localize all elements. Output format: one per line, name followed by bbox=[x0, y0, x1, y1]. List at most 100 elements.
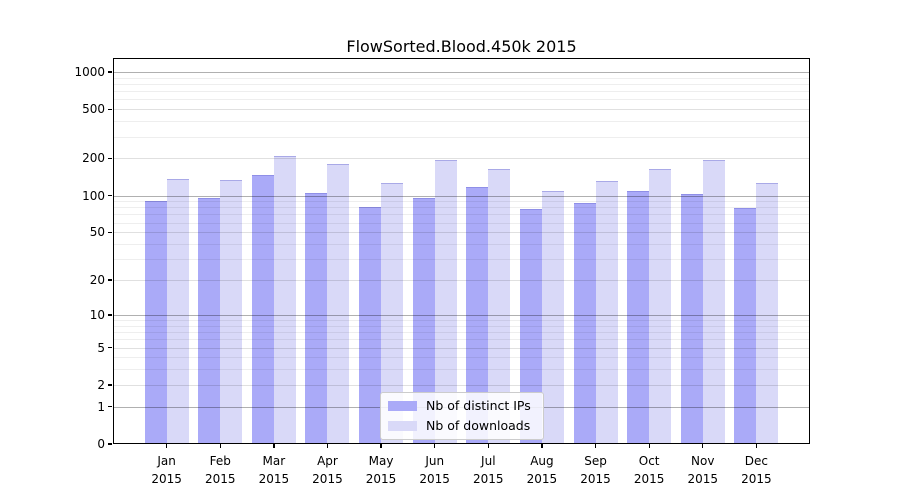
bar-distinct-ips bbox=[412, 197, 435, 444]
x-tick-label: Dec 2015 bbox=[741, 454, 772, 486]
gridline-minor bbox=[113, 332, 810, 334]
bar-downloads bbox=[541, 191, 564, 444]
x-axis-tick bbox=[166, 444, 168, 448]
y-tick-label: 100 bbox=[82, 188, 105, 203]
legend-item-distinct-ips: Nb of distinct IPs bbox=[388, 399, 531, 413]
gridline-minor bbox=[113, 357, 810, 359]
x-tick-label: May 2015 bbox=[365, 454, 397, 486]
y-axis-tick bbox=[108, 314, 112, 316]
y-axis-tick bbox=[108, 157, 112, 160]
bar-downloads bbox=[434, 159, 457, 444]
gridline-mid bbox=[113, 280, 810, 282]
y-axis-tick bbox=[108, 231, 112, 233]
y-tick-label: 1 bbox=[97, 399, 105, 414]
x-tick-label: Jun 2015 bbox=[419, 454, 450, 486]
bar-distinct-ips bbox=[305, 192, 328, 444]
x-axis-tick bbox=[648, 444, 650, 448]
y-axis-tick bbox=[108, 406, 112, 408]
y-tick-label: 20 bbox=[89, 273, 105, 288]
gridline-mid bbox=[113, 232, 810, 234]
y-axis-tick bbox=[108, 194, 112, 197]
legend-label-downloads: Nb of downloads bbox=[426, 418, 531, 433]
y-axis-tick bbox=[108, 443, 112, 445]
bar-downloads bbox=[488, 169, 511, 444]
x-tick-label: Oct 2015 bbox=[633, 454, 665, 486]
bar-distinct-ips bbox=[519, 208, 542, 444]
bar-downloads bbox=[273, 155, 296, 444]
x-tick-label: Nov 2015 bbox=[687, 454, 719, 486]
x-axis-tick bbox=[541, 444, 543, 448]
y-tick-label: 2 bbox=[97, 377, 105, 392]
x-axis-tick bbox=[487, 444, 489, 448]
legend-swatch-distinct-ips bbox=[388, 401, 417, 411]
bar-distinct-ips bbox=[466, 186, 489, 444]
x-tick-label: Mar 2015 bbox=[258, 454, 290, 486]
y-tick-label: 500 bbox=[82, 102, 105, 117]
gridline-minor bbox=[113, 99, 810, 101]
bar-downloads bbox=[381, 183, 404, 444]
gridline-major bbox=[113, 72, 810, 73]
y-tick-label: 50 bbox=[89, 225, 105, 240]
y-axis-tick bbox=[108, 279, 112, 281]
y-tick-label: 0 bbox=[97, 437, 105, 451]
plot-area bbox=[113, 58, 810, 444]
y-tick-label: 1000 bbox=[74, 65, 105, 79]
bar-downloads bbox=[595, 181, 618, 444]
bar-downloads bbox=[649, 169, 672, 444]
bar-downloads bbox=[702, 159, 725, 444]
legend-item-downloads: Nb of downloads bbox=[388, 419, 531, 433]
bar-distinct-ips bbox=[573, 202, 596, 444]
gridline-minor bbox=[113, 222, 810, 224]
y-axis-tick bbox=[108, 108, 112, 110]
x-tick-label: Sep 2015 bbox=[580, 454, 611, 486]
gridline-minor bbox=[113, 84, 810, 85]
gridline-mid bbox=[113, 347, 810, 349]
gridline-minor bbox=[113, 214, 810, 216]
bar-distinct-ips bbox=[627, 191, 650, 444]
legend: Nb of distinct IPs Nb of downloads bbox=[380, 392, 544, 440]
x-tick-label: Apr 2015 bbox=[312, 454, 343, 486]
gridline-minor bbox=[113, 259, 810, 261]
bar-distinct-ips bbox=[359, 207, 382, 444]
gridline-mid bbox=[113, 384, 810, 386]
x-tick-label: Aug 2015 bbox=[526, 454, 558, 486]
x-axis-tick bbox=[434, 444, 436, 448]
x-axis-tick bbox=[380, 444, 382, 448]
gridline-minor bbox=[113, 121, 810, 123]
gridline-minor bbox=[113, 369, 810, 371]
x-tick-label: Jan 2015 bbox=[151, 454, 182, 486]
gridline-minor bbox=[113, 325, 810, 327]
x-axis-tick bbox=[326, 444, 329, 448]
x-axis-tick bbox=[273, 444, 275, 448]
chart-title: FlowSorted.Blood.450k 2015 bbox=[346, 37, 577, 56]
gridline-mid bbox=[113, 109, 810, 111]
bar-downloads bbox=[327, 164, 350, 444]
gridline-minor bbox=[113, 91, 810, 93]
bar-distinct-ips bbox=[198, 198, 221, 444]
bar-downloads bbox=[756, 183, 779, 444]
gridline-major bbox=[113, 314, 810, 316]
gridline-minor bbox=[113, 77, 810, 79]
x-axis-tick bbox=[594, 444, 597, 448]
bar-distinct-ips bbox=[144, 201, 167, 444]
gridline-mid bbox=[113, 158, 810, 160]
y-tick-label: 10 bbox=[89, 307, 105, 322]
bar-distinct-ips bbox=[251, 175, 274, 444]
y-tick-label: 200 bbox=[82, 151, 105, 166]
gridline-minor bbox=[113, 339, 810, 341]
gridline-minor bbox=[113, 207, 810, 209]
bar-downloads bbox=[220, 179, 243, 444]
x-tick-label: Jul 2015 bbox=[473, 454, 504, 486]
y-axis-tick bbox=[108, 384, 112, 386]
x-tick-label: Feb 2015 bbox=[204, 454, 236, 486]
x-axis-tick bbox=[755, 444, 758, 448]
gridline-minor bbox=[113, 136, 810, 138]
gridline-major bbox=[113, 195, 810, 197]
y-axis-tick bbox=[108, 346, 112, 349]
legend-swatch-downloads bbox=[388, 421, 417, 431]
gridline-minor bbox=[113, 201, 810, 203]
y-axis-tick bbox=[108, 71, 112, 73]
bar-distinct-ips bbox=[734, 208, 757, 444]
gridline-minor bbox=[113, 320, 810, 322]
